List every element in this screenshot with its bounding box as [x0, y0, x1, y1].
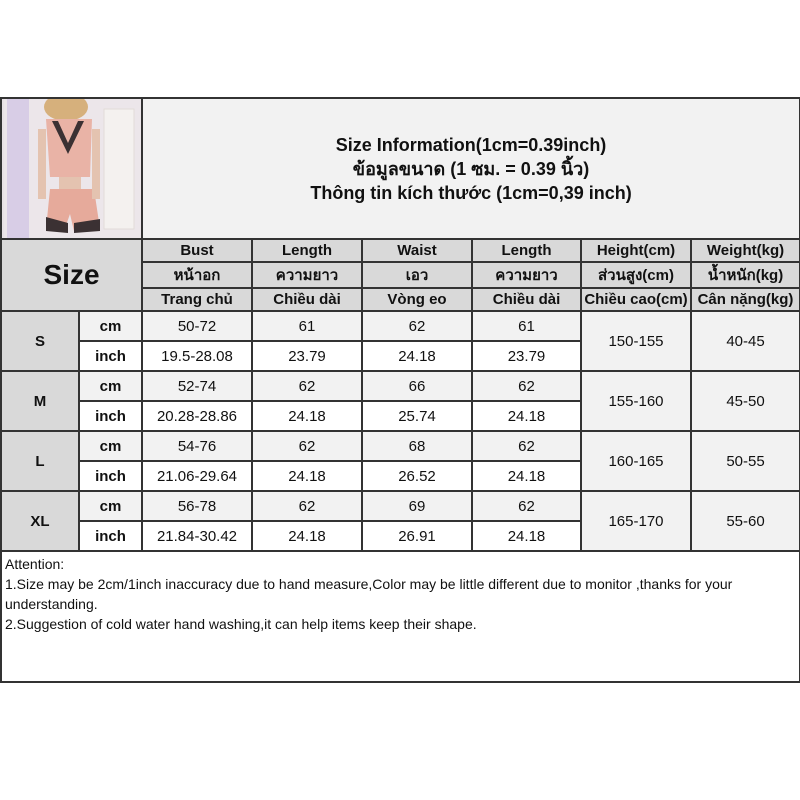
title-english: Size Information(1cm=0.39inch) [335, 134, 607, 155]
attention-line2: 2.Suggestion of cold water hand washing,… [5, 616, 477, 632]
measurement-cell: 62 [471, 430, 582, 462]
measurement-cell: 24.18 [471, 460, 582, 492]
size-cell: XL [0, 490, 80, 552]
table-row-inch: inch 19.5-28.08 23.79 24.18 23.79 [1, 340, 800, 372]
measurement-cell: 26.52 [361, 460, 473, 492]
table-row-inch: inch 21.06-29.64 24.18 26.52 24.18 [1, 460, 800, 492]
measurement-cell: 52-74 [141, 370, 253, 402]
measurement-cell: 69 [361, 490, 473, 522]
size-column-header: Size [0, 238, 143, 312]
size-cell: M [0, 370, 80, 432]
header-length-bottom: Length [471, 238, 582, 263]
measurement-cell: 26.91 [361, 520, 473, 552]
measurement-cell: 54-76 [141, 430, 253, 462]
measurement-cell: 24.18 [251, 460, 363, 492]
header-length-top: Length [251, 238, 363, 263]
measurement-cell: 62 [361, 310, 473, 342]
measurement-cell: 62 [471, 370, 582, 402]
measurement-cell: 24.18 [471, 400, 582, 432]
header-waist-thai: เอว [361, 261, 473, 289]
measurement-cell: 61 [471, 310, 582, 342]
measurement-cell: 25.74 [361, 400, 473, 432]
header-weight: Weight(kg) [689, 238, 800, 263]
measurement-cell: 24.18 [251, 520, 363, 552]
measurement-cell: 68 [361, 430, 473, 462]
measurement-cell: 62 [251, 490, 363, 522]
table-row-cm: XL cm 56-78 62 69 62 165-170 55-60 [0, 490, 800, 552]
measurement-cell: 23.79 [471, 340, 582, 372]
header-bust-vi: Trang chủ [141, 287, 253, 312]
header-bust-thai: หน้าอก [141, 261, 253, 289]
size-cell: S [0, 310, 80, 372]
product-photo [0, 97, 143, 240]
title-vietnamese: Thông tin kích thước (1cm=0,39 inch) [310, 182, 632, 203]
table-row-inch: inch 20.28-28.86 24.18 25.74 24.18 [1, 400, 800, 432]
attention-heading: Attention: [5, 556, 65, 572]
unit-cm-cell: cm [78, 430, 143, 462]
measurement-cell: 50-72 [141, 310, 253, 342]
unit-inch-cell: inch [78, 400, 143, 432]
measurement-cell: 62 [251, 430, 363, 462]
unit-inch-cell: inch [78, 340, 143, 372]
weight-cell: 40-45 [689, 310, 800, 372]
header-length-bottom-thai: ความยาว [471, 261, 582, 289]
header-weight-vi: Cân nặng(kg) [689, 287, 800, 312]
header-height: Height(cm) [580, 238, 692, 263]
unit-cm-cell: cm [78, 370, 143, 402]
measurement-cell: 66 [361, 370, 473, 402]
size-chart-table: Size Information(1cm=0.39inch) ข้อมูลขนา… [0, 97, 800, 683]
header-height-vi: Chiều cao(cm) [580, 287, 692, 312]
measurement-cell: 23.79 [251, 340, 363, 372]
measurement-cell: 24.18 [361, 340, 473, 372]
table-row-inch: inch 21.84-30.42 24.18 26.91 24.18 [1, 520, 800, 552]
weight-cell: 55-60 [689, 490, 800, 552]
header-height-thai: ส่วนสูง(cm) [580, 261, 692, 289]
height-cell: 155-160 [580, 370, 692, 432]
height-cell: 150-155 [580, 310, 692, 372]
header-bust: Bust [141, 238, 253, 263]
height-cell: 160-165 [580, 430, 692, 492]
attention-line1: 1.Size may be 2cm/1inch inaccuracy due t… [5, 576, 733, 612]
height-cell: 165-170 [580, 490, 692, 552]
weight-cell: 50-55 [689, 430, 800, 492]
measurement-cell: 24.18 [471, 520, 582, 552]
header-length-top-vi: Chiều dài [251, 287, 363, 312]
attention-notes: Attention: 1.Size may be 2cm/1inch inaccu… [0, 550, 800, 683]
header-length-bottom-vi: Chiều dài [471, 287, 582, 312]
unit-inch-cell: inch [78, 520, 143, 552]
measurement-cell: 61 [251, 310, 363, 342]
measurement-cell: 62 [471, 490, 582, 522]
unit-inch-cell: inch [78, 460, 143, 492]
measurement-cell: 62 [251, 370, 363, 402]
header-waist: Waist [361, 238, 473, 263]
header-waist-vi: Vòng eo [361, 287, 473, 312]
unit-cm-cell: cm [78, 490, 143, 522]
header-length-top-thai: ความยาว [251, 261, 363, 289]
measurement-cell: 56-78 [141, 490, 253, 522]
attention-row: Attention: 1.Size may be 2cm/1inch inaccu… [0, 550, 800, 683]
title-thai: ข้อมูลขนาด (1 ซม. = 0.39 นิ้ว) [352, 158, 590, 179]
header-weight-thai: น้ำหนัก(kg) [689, 261, 800, 289]
measurement-cell: 21.84-30.42 [141, 520, 253, 552]
measurement-cell: 24.18 [251, 400, 363, 432]
unit-cm-cell: cm [78, 310, 143, 342]
measurement-cell: 21.06-29.64 [141, 460, 253, 492]
size-cell: L [0, 430, 80, 492]
measurement-cell: 19.5-28.08 [141, 340, 253, 372]
weight-cell: 45-50 [689, 370, 800, 432]
size-info-title: Size Information(1cm=0.39inch) ข้อมูลขนา… [140, 97, 800, 240]
measurement-cell: 20.28-28.86 [141, 400, 253, 432]
